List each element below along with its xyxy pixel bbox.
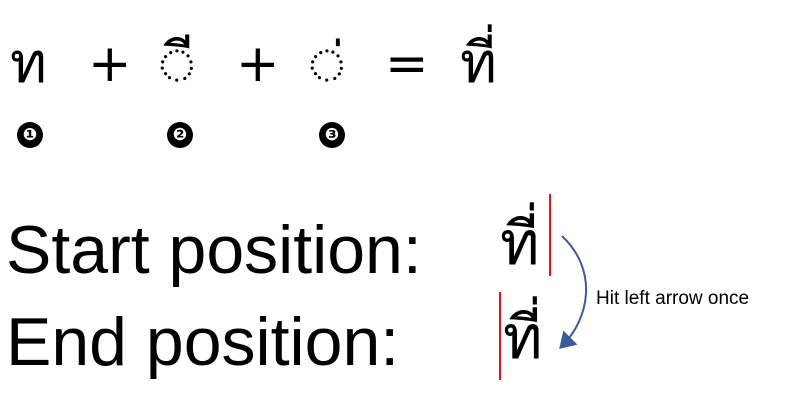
plus-sign-1: + [88, 34, 132, 94]
end-position-label: End position: [6, 304, 400, 380]
combined-result: ที่ [460, 31, 497, 96]
base-character: ท [10, 31, 47, 96]
plus-sign-2: + [236, 34, 280, 94]
badge-3: ❸ [319, 122, 345, 148]
start-position-glyph: ที่ [500, 209, 540, 279]
badge-1: ❶ [17, 122, 43, 148]
start-position-label: Start position: [6, 212, 422, 288]
tone-mark: ◌่ [310, 31, 345, 96]
end-position-glyph: ที่ [503, 303, 543, 373]
vowel-mark: ◌ี [160, 31, 195, 96]
start-cursor [549, 194, 551, 276]
annotation-text: Hit left arrow once [596, 288, 750, 309]
end-cursor [499, 292, 501, 380]
badge-2: ❷ [167, 122, 193, 148]
equals-sign: = [385, 34, 429, 94]
